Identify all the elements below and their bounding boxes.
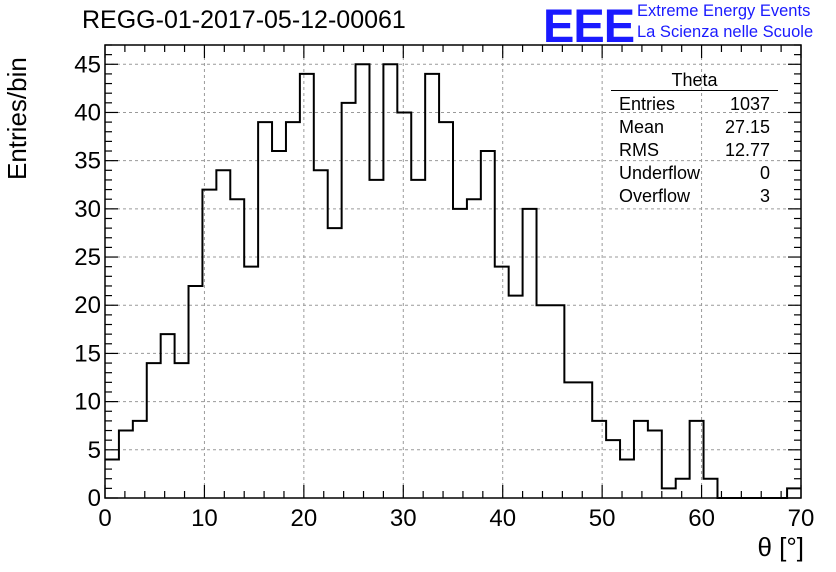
- y-tick-label: 10: [74, 389, 101, 416]
- histogram-bin: [606, 440, 620, 498]
- y-tick-label: 35: [74, 148, 101, 175]
- histogram-bin: [648, 431, 662, 498]
- stats-box: Theta Entries 1037 Mean 27.15 RMS 12.77 …: [611, 70, 778, 208]
- y-tick-label: 45: [74, 51, 101, 78]
- y-tick-label: 0: [88, 485, 101, 512]
- histogram-bin: [550, 305, 564, 498]
- histogram-bin: [634, 421, 648, 498]
- histogram-bin: [509, 296, 523, 498]
- histogram-bin: [383, 64, 397, 498]
- histogram-bin: [523, 209, 537, 498]
- histogram-bin: [425, 74, 439, 498]
- stats-label: Underflow: [619, 163, 701, 183]
- histogram-bin: [564, 382, 578, 498]
- axis-ticks: [104, 44, 802, 499]
- histogram-bin: [272, 151, 286, 498]
- stats-row-underflow: Underflow 0: [611, 162, 778, 185]
- histogram-bin: [467, 199, 481, 498]
- stats-value: 12.77: [724, 140, 770, 160]
- y-tick-label: 30: [74, 196, 101, 223]
- stats-row-entries: Entries 1037: [611, 93, 778, 116]
- y-tick-label: 25: [74, 244, 101, 271]
- histogram-bin: [230, 199, 244, 498]
- y-tick-label: 5: [88, 437, 101, 464]
- histogram-bin: [356, 64, 370, 498]
- histogram-bin: [216, 170, 230, 498]
- histogram-bin: [286, 122, 300, 498]
- y-tick-label: 20: [74, 292, 101, 319]
- x-tick-label: 40: [489, 505, 516, 532]
- histogram-bin: [537, 305, 551, 498]
- eee-logo-mark: EEE: [543, 0, 635, 52]
- histogram-bin: [592, 421, 606, 498]
- x-tick-label: 30: [390, 505, 417, 532]
- histogram-bin: [161, 334, 175, 498]
- histogram-bin: [202, 190, 216, 498]
- logo-line-2: La Scienza nelle Scuole: [637, 23, 814, 41]
- chart-title: REGG-01-2017-05-12-00061: [82, 6, 406, 34]
- stats-value: 1037: [729, 94, 770, 114]
- stats-row-overflow: Overflow 3: [611, 185, 778, 208]
- histogram-bin: [328, 228, 342, 498]
- logo-line-1: Extreme Energy Events: [637, 2, 811, 20]
- histogram-bin: [147, 363, 161, 498]
- stats-value: 3: [759, 186, 770, 206]
- stats-label: Overflow: [619, 186, 691, 206]
- stats-value: 27.15: [724, 117, 770, 137]
- stats-title: Theta: [671, 70, 718, 90]
- x-tick-label: 60: [688, 505, 715, 532]
- stats-label: RMS: [619, 140, 659, 160]
- histogram-bin: [439, 122, 453, 498]
- eee-logo-text: Extreme Energy Events La Scienza nelle S…: [637, 1, 813, 43]
- y-tick-label: 40: [74, 99, 101, 126]
- histogram-bin: [481, 151, 495, 498]
- x-tick-label: 20: [291, 505, 318, 532]
- histogram-bin: [244, 267, 258, 498]
- histogram-bin: [189, 286, 203, 498]
- histogram-bin: [397, 112, 411, 498]
- histogram-bin: [578, 382, 592, 498]
- histogram-bin: [175, 363, 189, 498]
- histogram-bin: [314, 170, 328, 498]
- x-tick-label: 50: [589, 505, 616, 532]
- histogram-bin: [300, 74, 314, 498]
- histogram-bin: [119, 431, 133, 498]
- x-tick-label: 10: [191, 505, 218, 532]
- histogram-bin: [704, 479, 718, 498]
- histogram-bin: [662, 488, 676, 498]
- histogram-bin: [495, 267, 509, 498]
- histogram-bin: [787, 488, 801, 498]
- histogram-bin: [676, 479, 690, 498]
- histogram-series: [105, 63, 801, 499]
- histogram-bin: [133, 421, 147, 498]
- y-axis-label: Entries/bin: [2, 57, 32, 180]
- histogram-bin: [342, 103, 356, 498]
- histogram-bin: [453, 209, 467, 498]
- stats-divider: [611, 90, 778, 91]
- x-tick-label: 70: [788, 505, 815, 532]
- y-tick-label: 15: [74, 340, 101, 367]
- histogram-bin: [369, 180, 383, 498]
- histogram-bin: [411, 180, 425, 498]
- histogram-outline: [105, 63, 801, 499]
- stats-label: Entries: [619, 94, 676, 114]
- stats-row-mean: Mean 27.15: [611, 116, 778, 139]
- stats-row-rms: RMS 12.77: [611, 139, 778, 162]
- x-tick-label: 0: [98, 505, 111, 532]
- histogram-bin: [258, 122, 272, 498]
- stats-label: Mean: [619, 117, 665, 137]
- plot-frame: [104, 44, 802, 499]
- stats-value: 0: [759, 163, 770, 183]
- x-axis-label: θ [°]: [757, 532, 804, 562]
